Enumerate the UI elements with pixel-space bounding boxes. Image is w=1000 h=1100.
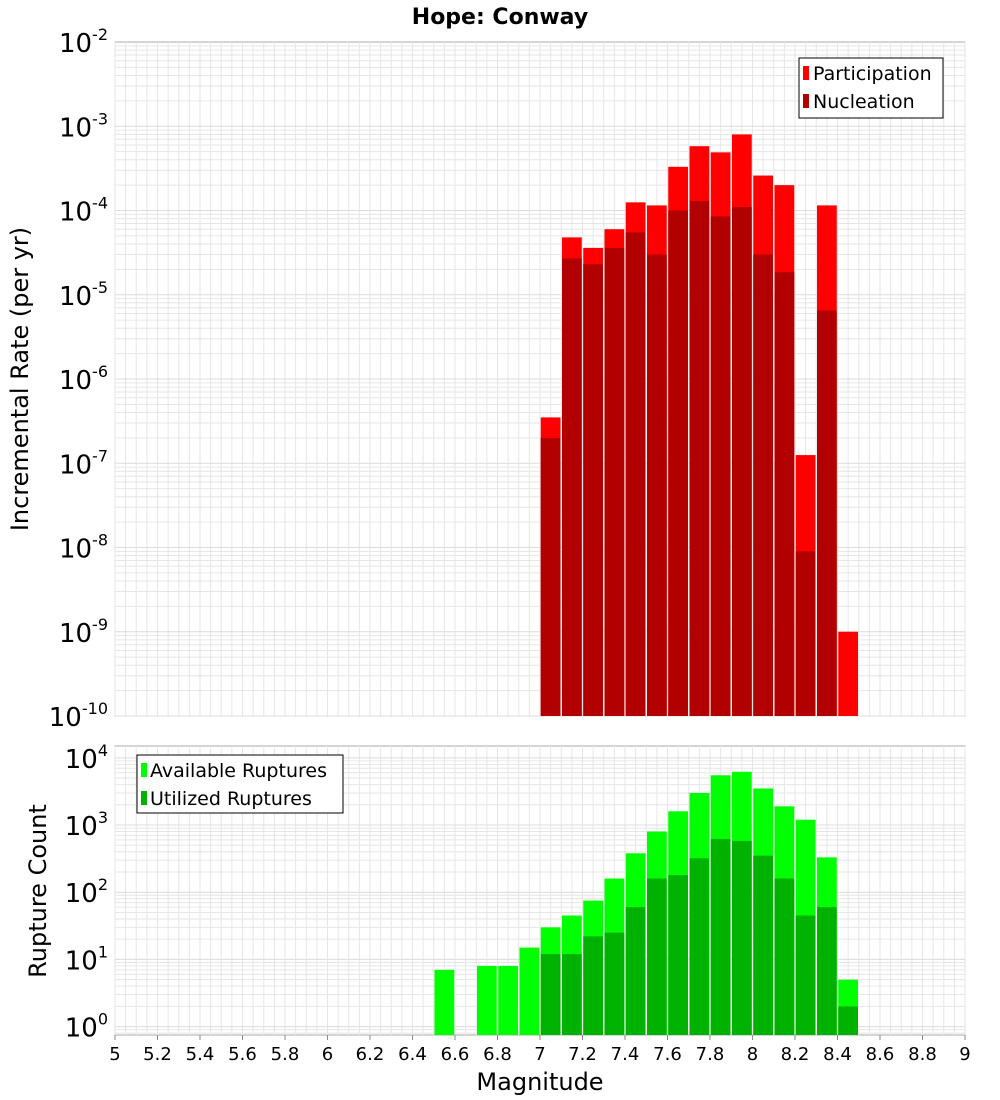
x-tick-labels: 5 5.2 5.4 5.6 5.8 6 6.2 6.4 6.6 6.8 7 7.2 7.4 7.6 7.8 8… [109, 1035, 971, 1065]
top-bar-nucleation [795, 551, 816, 716]
top-bar-nucleation [710, 216, 731, 716]
bottom-y-tick-label: 101 [65, 942, 108, 976]
bottom-bar-utilized-ruptures [774, 878, 795, 1035]
bottom-bar-utilized-ruptures [689, 858, 710, 1035]
bottom-bar-utilized-ruptures [668, 875, 688, 1035]
bottom-bar-utilized-ruptures [647, 878, 667, 1035]
top-panel: 10-10 10-9 10-8 10-7 10-6 10-5 10-4 10-3 10-2 In… [6, 25, 966, 733]
x-tick-label: 5.6 [228, 1044, 257, 1065]
x-tick-label: 6 [322, 1044, 333, 1065]
bottom-y-tick-label: 100 [65, 1010, 108, 1044]
bottom-panel: 100 101 102 103 104 5 5.2 5.4 5.6 5.8 6 6.2 6.4 6.6 6… [24, 741, 971, 1096]
bottom-bar-utilized-ruptures [838, 1006, 858, 1035]
top-bar-nucleation [817, 310, 837, 716]
top-bar-nucleation [562, 258, 582, 716]
top-bar-nucleation [604, 247, 625, 716]
x-tick-label: 8.8 [908, 1044, 937, 1065]
x-tick-label: 5.4 [186, 1044, 215, 1065]
bottom-bar-utilized-ruptures [562, 954, 582, 1035]
top-bar-nucleation [753, 254, 773, 716]
x-tick-label: 7.8 [696, 1044, 725, 1065]
bottom-y-tick-label: 103 [65, 808, 108, 842]
legend-swatch-participation [803, 66, 809, 80]
top-legend-box [798, 57, 944, 119]
bottom-bar-utilized-ruptures [817, 907, 837, 1035]
top-y-axis-label: Incremental Rate (per yr) [6, 227, 34, 531]
chart-title: Hope: Conway [412, 5, 588, 30]
bottom-bars [434, 771, 858, 1035]
x-tick-label: 6.2 [356, 1044, 385, 1065]
bottom-bar-available-ruptures [498, 965, 518, 1035]
top-y-tick-label: 10-7 [59, 446, 108, 480]
top-y-tick-label: 10-3 [59, 109, 108, 143]
bottom-legend-box [136, 754, 344, 814]
x-tick-label: 8 [747, 1044, 758, 1065]
top-bar-nucleation [668, 210, 688, 716]
x-tick-label: 7.2 [568, 1044, 597, 1065]
legend-label-available-ruptures: Available Ruptures [150, 760, 327, 782]
x-tick-label: 7 [534, 1044, 545, 1065]
top-bar-participation [838, 631, 858, 716]
bottom-bar-utilized-ruptures [732, 840, 752, 1035]
bottom-bar-utilized-ruptures [625, 907, 646, 1035]
top-y-tick-label: 10-2 [59, 25, 108, 59]
bottom-bar-utilized-ruptures [795, 915, 816, 1035]
x-tick-label: 5 [109, 1044, 120, 1065]
x-axis-label: Magnitude [476, 1068, 603, 1096]
bottom-bar-available-ruptures [477, 965, 497, 1035]
top-bar-nucleation [647, 254, 667, 716]
bottom-bar-utilized-ruptures [710, 838, 731, 1035]
bottom-bar-utilized-ruptures [583, 936, 603, 1035]
x-tick-label: 7.6 [653, 1044, 682, 1065]
x-tick-label: 8.2 [781, 1044, 810, 1065]
top-bar-nucleation [774, 272, 795, 716]
bottom-bar-available-ruptures [434, 969, 455, 1035]
bottom-y-axis-label: Rupture Count [24, 804, 52, 978]
legend-label-utilized-ruptures: Utilized Ruptures [150, 788, 312, 810]
x-tick-label: 6.4 [398, 1044, 427, 1065]
bottom-y-tick-label: 104 [65, 741, 108, 775]
x-tick-label: 5.8 [271, 1044, 300, 1065]
x-tick-label: 8.4 [823, 1044, 852, 1065]
x-tick-label: 5.2 [143, 1044, 172, 1065]
bottom-bar-utilized-ruptures [540, 954, 561, 1035]
legend-swatch-available-ruptures [141, 763, 147, 777]
top-bars [540, 134, 858, 717]
top-bar-nucleation [540, 437, 561, 716]
top-bar-nucleation [689, 200, 710, 716]
top-grid [114, 42, 966, 717]
x-tick-label: 9 [959, 1044, 970, 1065]
top-y-tick-label: 10-6 [59, 362, 108, 396]
bottom-y-tick-labels: 100 101 102 103 104 [65, 741, 108, 1044]
bottom-bar-utilized-ruptures [604, 932, 625, 1035]
x-tick-label: 8.6 [866, 1044, 895, 1065]
x-tick-label: 7.4 [611, 1044, 640, 1065]
top-y-tick-label: 10-5 [59, 278, 108, 312]
top-legend: Participation Nucleation [798, 57, 944, 119]
legend-swatch-nucleation [803, 94, 809, 108]
bottom-legend: Available Ruptures Utilized Ruptures [136, 754, 344, 814]
top-y-tick-labels: 10-10 10-9 10-8 10-7 10-6 10-5 10-4 10-3 10-2 [49, 25, 108, 733]
top-bar-nucleation [625, 232, 646, 716]
legend-label-participation: Participation [813, 63, 932, 85]
legend-label-nucleation: Nucleation [813, 91, 915, 113]
top-bar-nucleation [732, 207, 752, 716]
bottom-bar-available-ruptures [519, 947, 540, 1035]
top-y-tick-label: 10-4 [59, 194, 108, 228]
top-y-tick-label: 10-9 [59, 615, 108, 649]
legend-swatch-utilized-ruptures [141, 791, 147, 805]
bottom-bar-utilized-ruptures [753, 855, 773, 1035]
x-tick-label: 6.8 [483, 1044, 512, 1065]
x-tick-label: 6.6 [441, 1044, 470, 1065]
bottom-y-tick-label: 102 [65, 875, 108, 909]
top-bar-nucleation [583, 264, 603, 716]
top-y-tick-label: 10-10 [49, 699, 108, 733]
top-y-tick-label: 10-8 [59, 531, 108, 565]
